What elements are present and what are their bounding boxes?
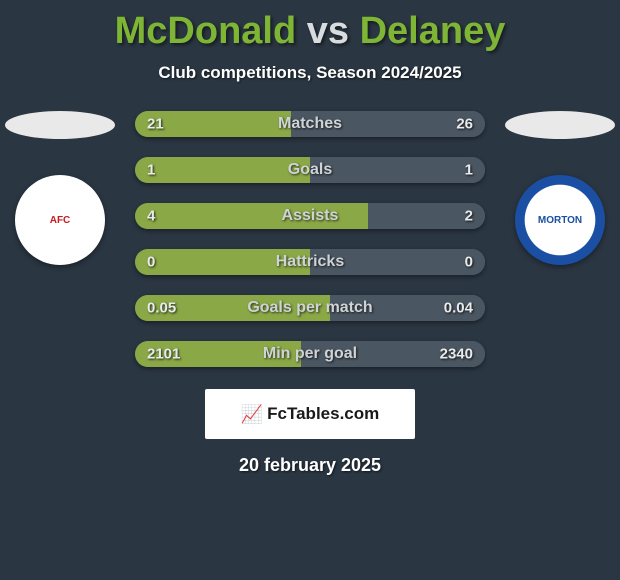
stat-row: 0.05 Goals per match 0.04 (135, 295, 485, 321)
stat-value-right: 2 (465, 208, 473, 225)
player1-crest: AFC (15, 175, 105, 265)
stat-row: 0 Hattricks 0 (135, 249, 485, 275)
stat-value-left: 1 (147, 162, 155, 179)
stat-row: 1 Goals 1 (135, 157, 485, 183)
date-text: 20 february 2025 (0, 455, 620, 476)
player2-column: MORTON (500, 111, 620, 265)
player1-oval (5, 111, 115, 139)
stat-value-right: 0.04 (444, 300, 473, 317)
player2-crest: MORTON (515, 175, 605, 265)
stat-label: Goals per match (247, 299, 372, 317)
stat-label: Goals (288, 161, 332, 179)
stat-label: Min per goal (263, 345, 357, 363)
stat-label: Matches (278, 115, 342, 133)
stat-value-right: 0 (465, 254, 473, 271)
watermark-text: FcTables.com (267, 404, 379, 424)
player2-crest-label: MORTON (538, 215, 582, 226)
stat-bar-right (310, 157, 485, 183)
stat-value-left: 0.05 (147, 300, 176, 317)
stat-row: 4 Assists 2 (135, 203, 485, 229)
stat-bar-left (135, 157, 310, 183)
title-player1: McDonald (115, 10, 297, 52)
player2-oval (505, 111, 615, 139)
title-player2: Delaney (360, 10, 506, 52)
stat-label: Assists (282, 207, 339, 225)
chart-icon: 📈 (241, 404, 263, 425)
comparison-content: AFC MORTON 21 Matches 26 1 Goals 1 4 Assists 2 0 H… (0, 111, 620, 367)
stat-rows: 21 Matches 26 1 Goals 1 4 Assists 2 0 Hattricks 0 0.… (135, 111, 485, 367)
title-vs: vs (307, 10, 349, 52)
stat-value-left: 4 (147, 208, 155, 225)
stat-value-left: 21 (147, 116, 164, 133)
stat-label: Hattricks (276, 253, 344, 271)
stat-value-right: 1 (465, 162, 473, 179)
stat-row: 21 Matches 26 (135, 111, 485, 137)
stat-value-left: 0 (147, 254, 155, 271)
player1-crest-label: AFC (50, 215, 71, 226)
stat-value-right: 2340 (440, 346, 473, 363)
stat-row: 2101 Min per goal 2340 (135, 341, 485, 367)
stat-value-left: 2101 (147, 346, 180, 363)
watermark: 📈 FcTables.com (205, 389, 415, 439)
stat-value-right: 26 (456, 116, 473, 133)
comparison-title: McDonald vs Delaney (0, 0, 620, 53)
player1-column: AFC (0, 111, 120, 265)
subtitle: Club competitions, Season 2024/2025 (0, 63, 620, 83)
